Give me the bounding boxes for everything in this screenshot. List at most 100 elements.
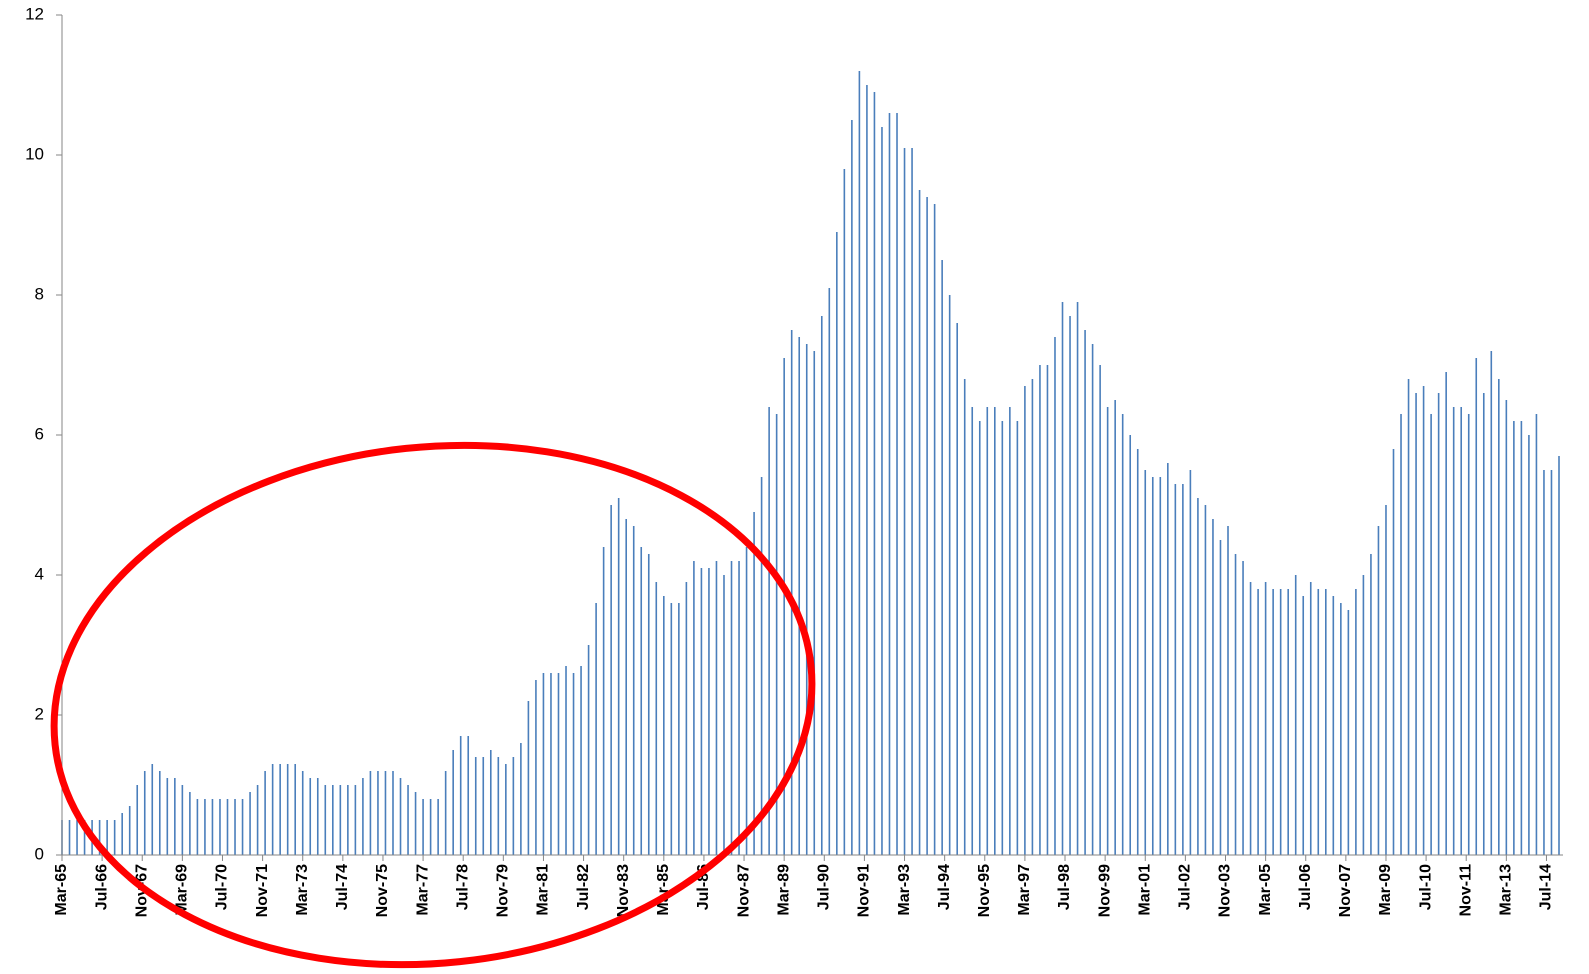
bar [512,757,515,855]
bar [1422,386,1425,855]
bar [143,771,146,855]
y-tick-label: 8 [35,284,44,303]
y-tick-label: 10 [25,144,44,163]
bar [1550,470,1553,855]
bar [640,547,643,855]
bar [219,799,221,855]
bar [121,813,123,855]
bar [76,820,78,855]
bar [166,778,169,855]
bar [1219,540,1222,855]
x-tick-label: Jul-90 [816,864,833,910]
bar [1204,505,1207,855]
bar [309,778,312,855]
bar [851,120,853,855]
x-tick-label: Jul-82 [575,864,592,910]
bar [1197,498,1199,855]
bar [1355,589,1357,855]
bar [595,603,597,855]
x-tick-label: Jul-14 [1538,864,1555,910]
bar [700,568,703,855]
bar [836,232,838,855]
bar [1249,582,1252,855]
bar [1009,407,1011,855]
x-tick-label: Mar-81 [535,864,552,916]
bar [437,799,439,855]
x-tick-label: Mar-77 [414,864,431,916]
bar [249,792,251,855]
bar [888,113,891,855]
bar [459,736,462,855]
bar [911,148,913,855]
x-tick-label: Mar-09 [1377,864,1394,916]
bar [489,750,492,855]
x-tick-label: Mar-69 [174,864,191,916]
bar [768,407,770,855]
bar [1505,400,1508,855]
bar [196,799,199,855]
bar [1024,386,1026,855]
bar [106,820,108,855]
x-tick-label: Mar-05 [1257,864,1274,916]
bar [316,778,319,855]
bar [678,603,680,855]
bar [1317,589,1320,855]
y-tick-label: 0 [35,844,44,863]
bar [1490,351,1493,855]
x-tick-label: Jul-98 [1056,864,1073,910]
bar [1430,414,1432,855]
bar [332,785,334,855]
bar [986,407,989,855]
bar [1309,582,1312,855]
bar [580,666,582,855]
x-tick-label: Nov-91 [856,864,873,917]
bar [1400,414,1402,855]
bar [956,323,958,855]
bar [482,757,485,855]
x-tick-label: Nov-99 [1096,864,1113,917]
bar [1302,596,1305,855]
bar [708,568,710,855]
bar [1106,407,1109,855]
bar [745,547,748,855]
x-tick-label: Jul-70 [214,864,231,910]
bar [617,498,620,855]
bar [1099,365,1101,855]
bar [1091,344,1094,855]
bar [1498,379,1500,855]
bar [136,785,139,855]
bar [384,771,387,855]
bar [444,771,447,855]
bar [948,295,951,855]
bar [760,477,763,855]
bar [738,561,740,855]
bar [1272,589,1274,855]
bar [527,701,530,855]
bar [610,505,612,855]
x-tick-label: Nov-79 [495,864,512,917]
x-tick-label: Mar-97 [1016,864,1033,916]
bar [1016,421,1019,855]
bar [1212,519,1214,855]
highlight-ellipse [50,441,816,969]
bar [918,190,921,855]
bar [813,351,816,855]
x-tick-label: Jul-10 [1417,864,1434,910]
bar [866,85,868,855]
bar [1174,484,1177,855]
bar [392,771,394,855]
bar [211,799,214,855]
bar [670,603,673,855]
y-tick-label: 12 [25,4,44,23]
bar [1001,421,1004,855]
bar [1415,393,1417,855]
bar [369,771,372,855]
bar [83,820,86,855]
bar [1467,414,1470,855]
bar [234,799,236,855]
bar [1287,589,1289,855]
bar [241,799,244,855]
bar [301,771,304,855]
